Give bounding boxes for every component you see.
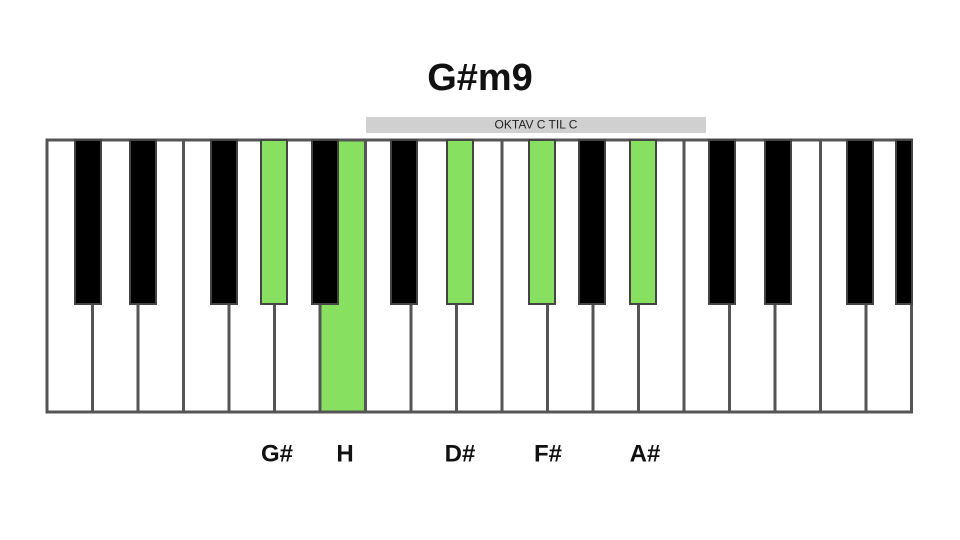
black-key bbox=[629, 139, 657, 305]
note-label: H bbox=[336, 440, 353, 467]
black-key bbox=[708, 139, 736, 305]
black-key bbox=[210, 139, 238, 305]
note-label: D# bbox=[445, 440, 476, 467]
black-key bbox=[895, 139, 913, 305]
black-key bbox=[528, 139, 556, 305]
octave-label: OKTAV C TIL C bbox=[495, 118, 578, 132]
note-label: G# bbox=[261, 440, 293, 467]
black-key bbox=[446, 139, 474, 305]
octave-bar bbox=[366, 117, 706, 133]
black-key bbox=[260, 139, 288, 305]
black-key bbox=[846, 139, 874, 305]
black-key bbox=[764, 139, 792, 305]
black-key bbox=[390, 139, 418, 305]
black-key bbox=[129, 139, 157, 305]
black-key bbox=[74, 139, 102, 305]
black-key bbox=[311, 139, 339, 305]
chord-title: G#m9 bbox=[427, 57, 533, 99]
keyboard bbox=[45, 138, 913, 414]
note-labels: G# H D# F# A# bbox=[261, 440, 660, 467]
black-key bbox=[578, 139, 606, 305]
note-label: F# bbox=[534, 440, 562, 467]
note-label: A# bbox=[630, 440, 661, 467]
